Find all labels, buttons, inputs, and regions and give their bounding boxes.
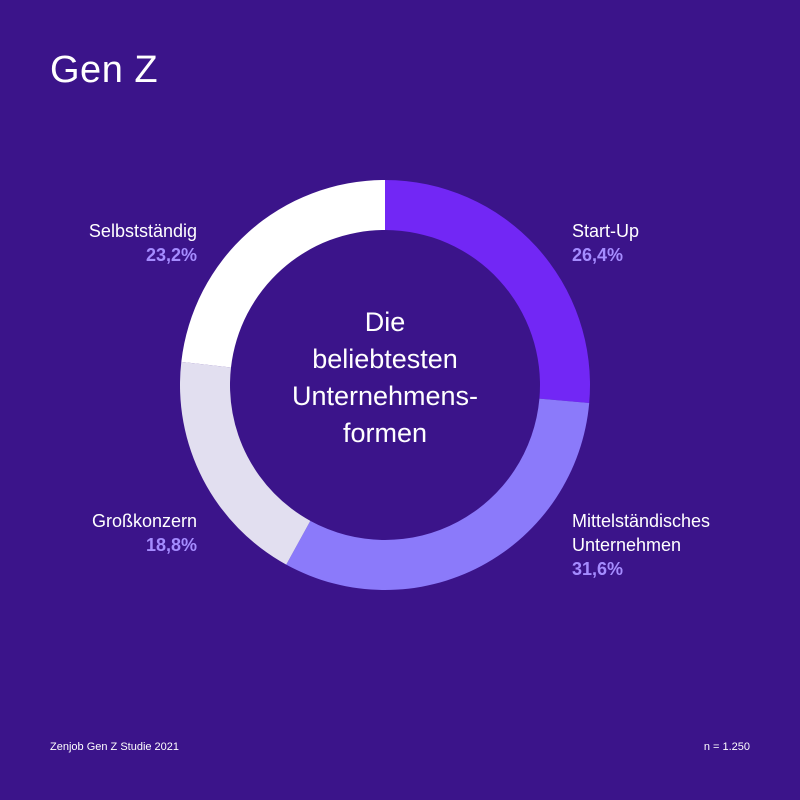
slice-name: Unternehmen: [572, 535, 682, 555]
slice-value: 26,4%: [572, 245, 624, 265]
center-line: formen: [342, 418, 428, 448]
slice-value: 18,8%: [145, 535, 197, 555]
slice-name: Selbstständig: [88, 221, 197, 241]
slice-name: Start-Up: [572, 221, 640, 241]
center-line: Unternehmens-: [291, 381, 479, 411]
footer-source: Zenjob Gen Z Studie 2021: [50, 741, 180, 753]
center-line: Die: [364, 307, 406, 337]
slice-label-grosskonzern: Großkonzern 18,8%: [40, 509, 197, 557]
donut-slice-1: [286, 398, 590, 590]
slice-label-mittelstaendisches-unternehmen: Mittelständisches Unternehmen 31,6%: [572, 509, 710, 581]
donut-slice-0: [385, 180, 590, 404]
chart-title: Gen Z: [50, 49, 159, 91]
donut-center-title: Die beliebtesten Unternehmens- formen: [260, 304, 510, 452]
slice-value: 31,6%: [572, 559, 624, 579]
center-line: beliebtesten: [312, 344, 458, 374]
slice-label-start-up: Start-Up 26,4%: [572, 219, 639, 267]
donut-slice-2: [180, 361, 311, 565]
slice-value: 23,2%: [145, 245, 197, 265]
slice-name: Großkonzern: [91, 511, 197, 531]
slice-name: Mittelständisches: [572, 511, 711, 531]
slice-label-selbststaendig: Selbstständig 23,2%: [40, 219, 197, 267]
footer-sample-size: n = 1.250: [703, 741, 750, 753]
donut-slice-3: [181, 180, 385, 368]
